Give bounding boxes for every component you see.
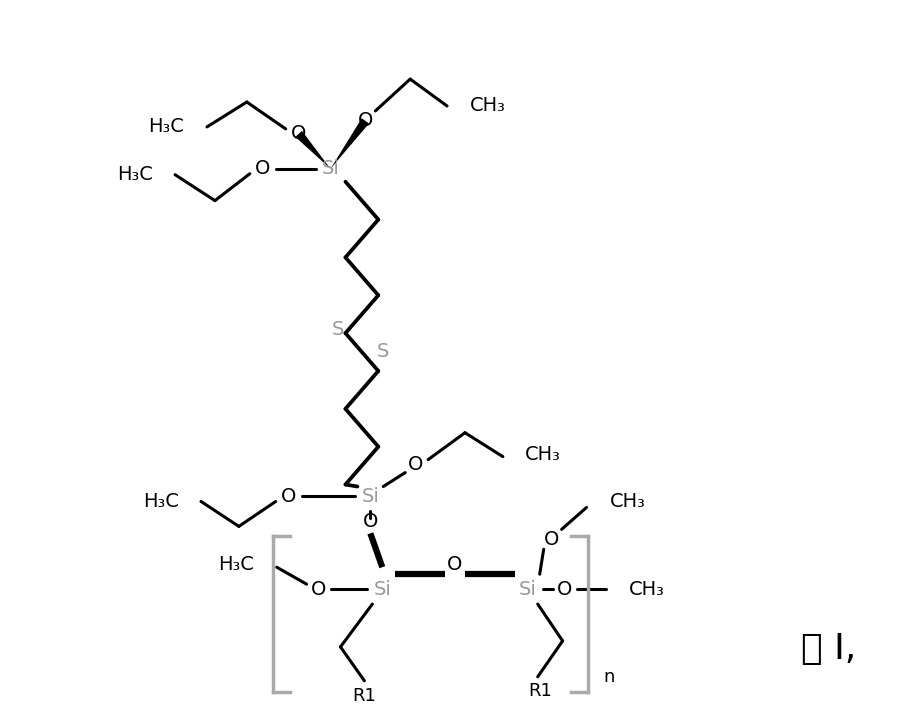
Text: R1: R1 (528, 682, 552, 700)
Text: O: O (407, 455, 423, 474)
Text: O: O (291, 125, 306, 144)
Text: 式 I,: 式 I, (801, 632, 857, 666)
Text: n: n (604, 668, 615, 686)
Text: H₃C: H₃C (149, 117, 184, 136)
Text: O: O (363, 512, 378, 531)
Text: S: S (378, 341, 390, 360)
Text: O: O (557, 579, 572, 599)
Text: S: S (331, 320, 343, 339)
Text: Si: Si (321, 160, 340, 178)
Text: O: O (281, 487, 296, 506)
Polygon shape (330, 118, 369, 169)
Text: O: O (358, 112, 373, 130)
Text: O: O (544, 530, 559, 549)
Text: H₃C: H₃C (117, 165, 153, 184)
Text: R1: R1 (353, 687, 377, 705)
Text: O: O (311, 579, 326, 599)
Text: CH₃: CH₃ (629, 579, 665, 599)
Text: H₃C: H₃C (143, 492, 179, 511)
Text: CH₃: CH₃ (525, 445, 560, 464)
Text: H₃C: H₃C (218, 555, 254, 573)
Text: Si: Si (519, 579, 536, 599)
Text: CH₃: CH₃ (609, 492, 645, 511)
Text: O: O (255, 160, 270, 178)
Polygon shape (295, 130, 330, 169)
Text: CH₃: CH₃ (470, 96, 506, 115)
Text: Si: Si (374, 579, 391, 599)
Text: O: O (448, 555, 462, 573)
Text: Si: Si (362, 487, 379, 506)
